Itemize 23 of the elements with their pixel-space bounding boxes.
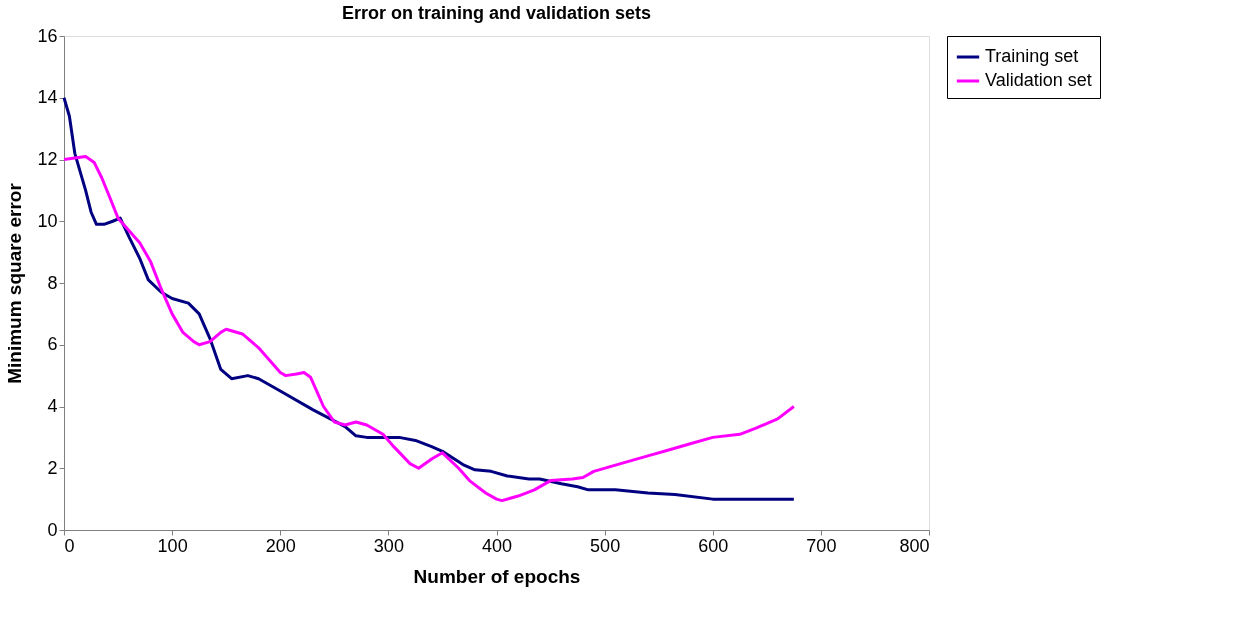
- x-tick-label: 200: [265, 535, 296, 556]
- legend-label: Training set: [985, 46, 1079, 66]
- chart-title: Error on training and validation sets: [341, 3, 652, 23]
- x-tick-label: 800: [899, 535, 930, 556]
- x-axis-title: Number of epochs: [413, 565, 581, 587]
- y-tick-label: 14: [37, 87, 58, 108]
- y-tick-label: 16: [37, 25, 58, 46]
- x-tick-label: 0: [64, 535, 75, 556]
- y-tick-label: 8: [47, 272, 58, 293]
- y-tick-label: 6: [47, 334, 58, 355]
- x-tick-label: 500: [590, 535, 621, 556]
- x-tick-label: 300: [373, 535, 404, 556]
- x-tick-label: 700: [806, 535, 837, 556]
- y-tick-label: 4: [47, 396, 58, 416]
- y-tick-label: 0: [47, 519, 58, 540]
- x-tick-label: 100: [157, 535, 188, 556]
- y-tick-label: 10: [37, 210, 58, 231]
- y-tick-label: 12: [37, 149, 58, 169]
- legend-label: Validation set: [985, 70, 1092, 90]
- x-tick-label: 400: [481, 535, 513, 556]
- x-tick-label: 600: [698, 535, 729, 556]
- y-tick-label: 2: [47, 457, 58, 478]
- y-axis-title: Minimum square error: [4, 182, 26, 384]
